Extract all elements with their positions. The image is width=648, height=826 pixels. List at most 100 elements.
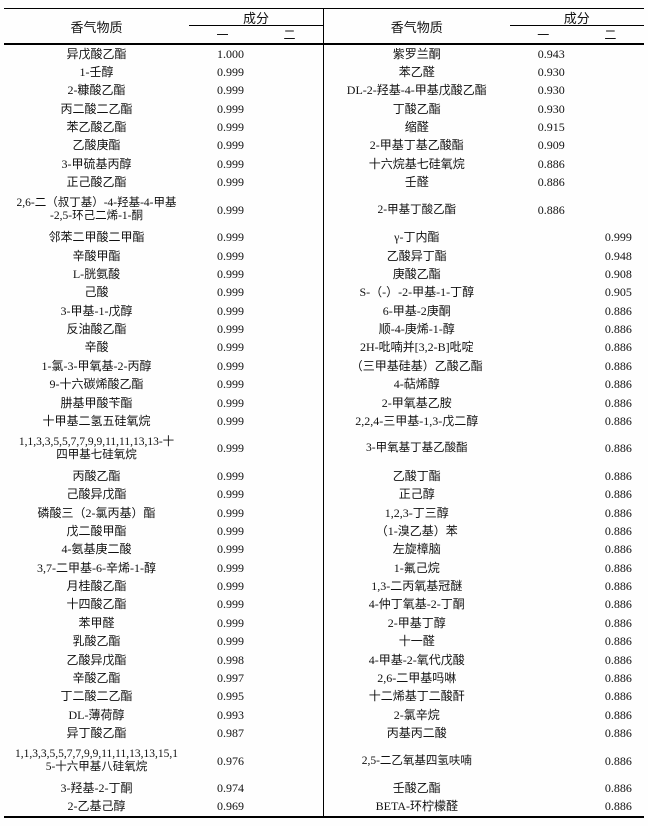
component-one-value: 0.999: [216, 560, 244, 575]
table-row: 2,6-二（叔丁基）-4-羟基-4-甲基 -2,5-环己二烯-1-酮 0.999: [4, 192, 323, 229]
component-one-value: 0.997: [216, 670, 244, 685]
table-row: 乙酸异戊酯 0.998: [4, 651, 323, 669]
component-two-value: 0.886: [604, 441, 632, 456]
table-row: （1-溴乙基）苯 0.886: [324, 522, 644, 540]
substance-name: 邻苯二甲酸二甲酯: [48, 230, 145, 245]
component-one-value: 0.993: [216, 707, 244, 722]
table-row: 丙酸乙酯 0.999: [4, 467, 323, 485]
substance-name: 正己酸乙酯: [66, 175, 127, 190]
component-group-label: 成分: [189, 9, 323, 26]
subcolumn-header-one: 一: [537, 28, 550, 42]
component-one-value: 0.999: [216, 524, 244, 539]
table-row: 邻苯二甲酸二甲酯 0.999: [4, 229, 323, 247]
component-one-value: 0.999: [216, 542, 244, 557]
table-row: 反油酸乙酯 0.999: [4, 320, 323, 338]
component-one-value: 0.999: [216, 120, 244, 135]
table-row: γ-丁内酯 0.999: [324, 229, 644, 247]
substance-name: 2,5-二乙氧基四氢呋喃: [361, 754, 472, 767]
component-two-value: 0.886: [604, 395, 632, 410]
table-row: 苯乙醛 0.930: [324, 63, 644, 81]
substance-name: 正己醇: [398, 487, 435, 502]
substance-name: 异丁酸乙酯: [66, 725, 127, 740]
component-two-value: 0.886: [604, 560, 632, 575]
subcolumn-header-one: 一: [216, 28, 229, 42]
table-row: 4-甲基-2-氧代戊酸 0.886: [324, 651, 644, 669]
substance-name: 2-糠酸乙酯: [67, 83, 126, 98]
component-two-value: 0.905: [604, 285, 632, 300]
component-one-value: 1.000: [216, 46, 244, 61]
table-row: 3,7-二甲基-6-辛烯-1-醇 0.999: [4, 559, 323, 577]
table-row: 1-壬醇 0.999: [4, 63, 323, 81]
column-header-component-group: 成分 一 二: [189, 9, 323, 43]
table-row: 乳酸乙酯 0.999: [4, 633, 323, 651]
table-row: 1-氟己烷 0.886: [324, 559, 644, 577]
component-two-value: 0.886: [604, 358, 632, 373]
component-two-value: 0.886: [604, 468, 632, 483]
substance-name: （1-溴乙基）苯: [375, 524, 458, 539]
column-header-component-group: 成分 一 二: [509, 9, 644, 43]
table-row: 2,6-二甲基吗啉 0.886: [324, 669, 644, 687]
table-right-half: 香气物质 成分 一 二 紫罗兰酮 0.943 苯乙醛 0.930 DL-2-羟基-4-甲…: [324, 9, 644, 816]
component-two-value: 0.886: [604, 670, 632, 685]
substance-name: 1-氯-3-甲氧基-2-丙醇: [41, 358, 152, 373]
substance-name: 1-壬醇: [79, 65, 114, 80]
component-one-value: 0.999: [216, 266, 244, 281]
substance-name: DL-2-羟基-4-甲基戊酸乙酯: [346, 83, 487, 98]
table-row: 丁酸乙酯 0.930: [324, 100, 644, 118]
substance-name: 丁酸乙酯: [392, 101, 441, 116]
substance-name: 1,3-二丙氧基冠醚: [371, 579, 463, 594]
substance-name: L-胱氨酸: [72, 266, 121, 281]
substance-name: 4-氨基庚二酸: [61, 542, 132, 557]
table-row: 2-糠酸乙酯 0.999: [4, 82, 323, 100]
component-two-value: 0.886: [604, 303, 632, 318]
table-body-left: 异戊酸乙酯 1.000 1-壬醇 0.999 2-糠酸乙酯 0.999 丙二酸二乙酯 0.99…: [4, 45, 323, 816]
component-one-value: 0.943: [537, 46, 565, 61]
table-row: 2-乙基己醇 0.969: [4, 798, 323, 816]
substance-name: 缩醛: [404, 120, 429, 135]
component-two-value: 0.999: [604, 230, 632, 245]
table-row: 9-十六碳烯酸乙酯 0.999: [4, 375, 323, 393]
table-row: 1,1,3,3,5,5,7,7,9,9,11,11,13,13,15,1 5-十…: [4, 743, 323, 780]
component-two-value: 0.886: [604, 579, 632, 594]
substance-name: 9-十六碳烯酸乙酯: [49, 377, 144, 392]
substance-name: 戊二酸甲酯: [66, 524, 127, 539]
component-one-value: 0.995: [216, 689, 244, 704]
component-one-value: 0.999: [216, 285, 244, 300]
component-one-value: 0.999: [216, 340, 244, 355]
table-row: 正己醇 0.886: [324, 486, 644, 504]
component-group-label: 成分: [509, 9, 644, 26]
table-row: （三甲基硅基）乙酸乙酯 0.886: [324, 357, 644, 375]
substance-name: 辛酸乙酯: [72, 670, 121, 685]
component-one-value: 0.886: [537, 202, 565, 217]
table-row: DL-薄荷醇 0.993: [4, 706, 323, 724]
table-row: 乙酸庚酯 0.999: [4, 137, 323, 155]
substance-name: 2-甲基丁基乙酸酯: [369, 138, 464, 153]
component-two-value: 0.886: [604, 799, 632, 814]
table-row: 辛酸 0.999: [4, 339, 323, 357]
component-two-value: 0.886: [604, 689, 632, 704]
table-row: 3-羟基-2-丁酮 0.974: [4, 779, 323, 797]
component-two-value: 0.886: [604, 753, 632, 768]
table-row: 十四酸乙酯 0.999: [4, 596, 323, 614]
table-row: 2H-吡喃并[3,2-B]吡啶 0.886: [324, 339, 644, 357]
component-one-value: 0.976: [216, 753, 244, 768]
component-two-value: 0.886: [604, 413, 632, 428]
component-one-value: 0.909: [537, 138, 565, 153]
table-row: 2-甲基丁酸乙酯 0.886: [324, 192, 644, 229]
table-row: 苯甲醛 0.999: [4, 614, 323, 632]
substance-name: 辛酸: [84, 340, 109, 355]
substance-name: 2-乙基己醇: [67, 799, 126, 814]
substance-name: 十甲基二氢五硅氧烷: [42, 413, 151, 428]
table-row: 1-氯-3-甲氧基-2-丙醇 0.999: [4, 357, 323, 375]
table-header: 香气物质 成分 一 二: [324, 9, 644, 45]
substance-name: 乙酸异丁酯: [386, 248, 447, 263]
substance-name: 2-甲基丁酸乙酯: [377, 203, 457, 216]
table-row: 左旋樟脑 0.886: [324, 541, 644, 559]
table-row: 肼基甲酸苄酯 0.999: [4, 394, 323, 412]
table-row: 戊二酸甲酯 0.999: [4, 522, 323, 540]
substance-name: 2,6-二（叔丁基）-4-羟基-4-甲基 -2,5-环己二烯-1-酮: [16, 197, 177, 223]
table-row: 己酸 0.999: [4, 284, 323, 302]
substance-name: 十二烯基丁二酸酐: [368, 689, 465, 704]
substance-name: 6-甲基-2庚酮: [382, 303, 451, 318]
component-two-value: 0.886: [604, 725, 632, 740]
